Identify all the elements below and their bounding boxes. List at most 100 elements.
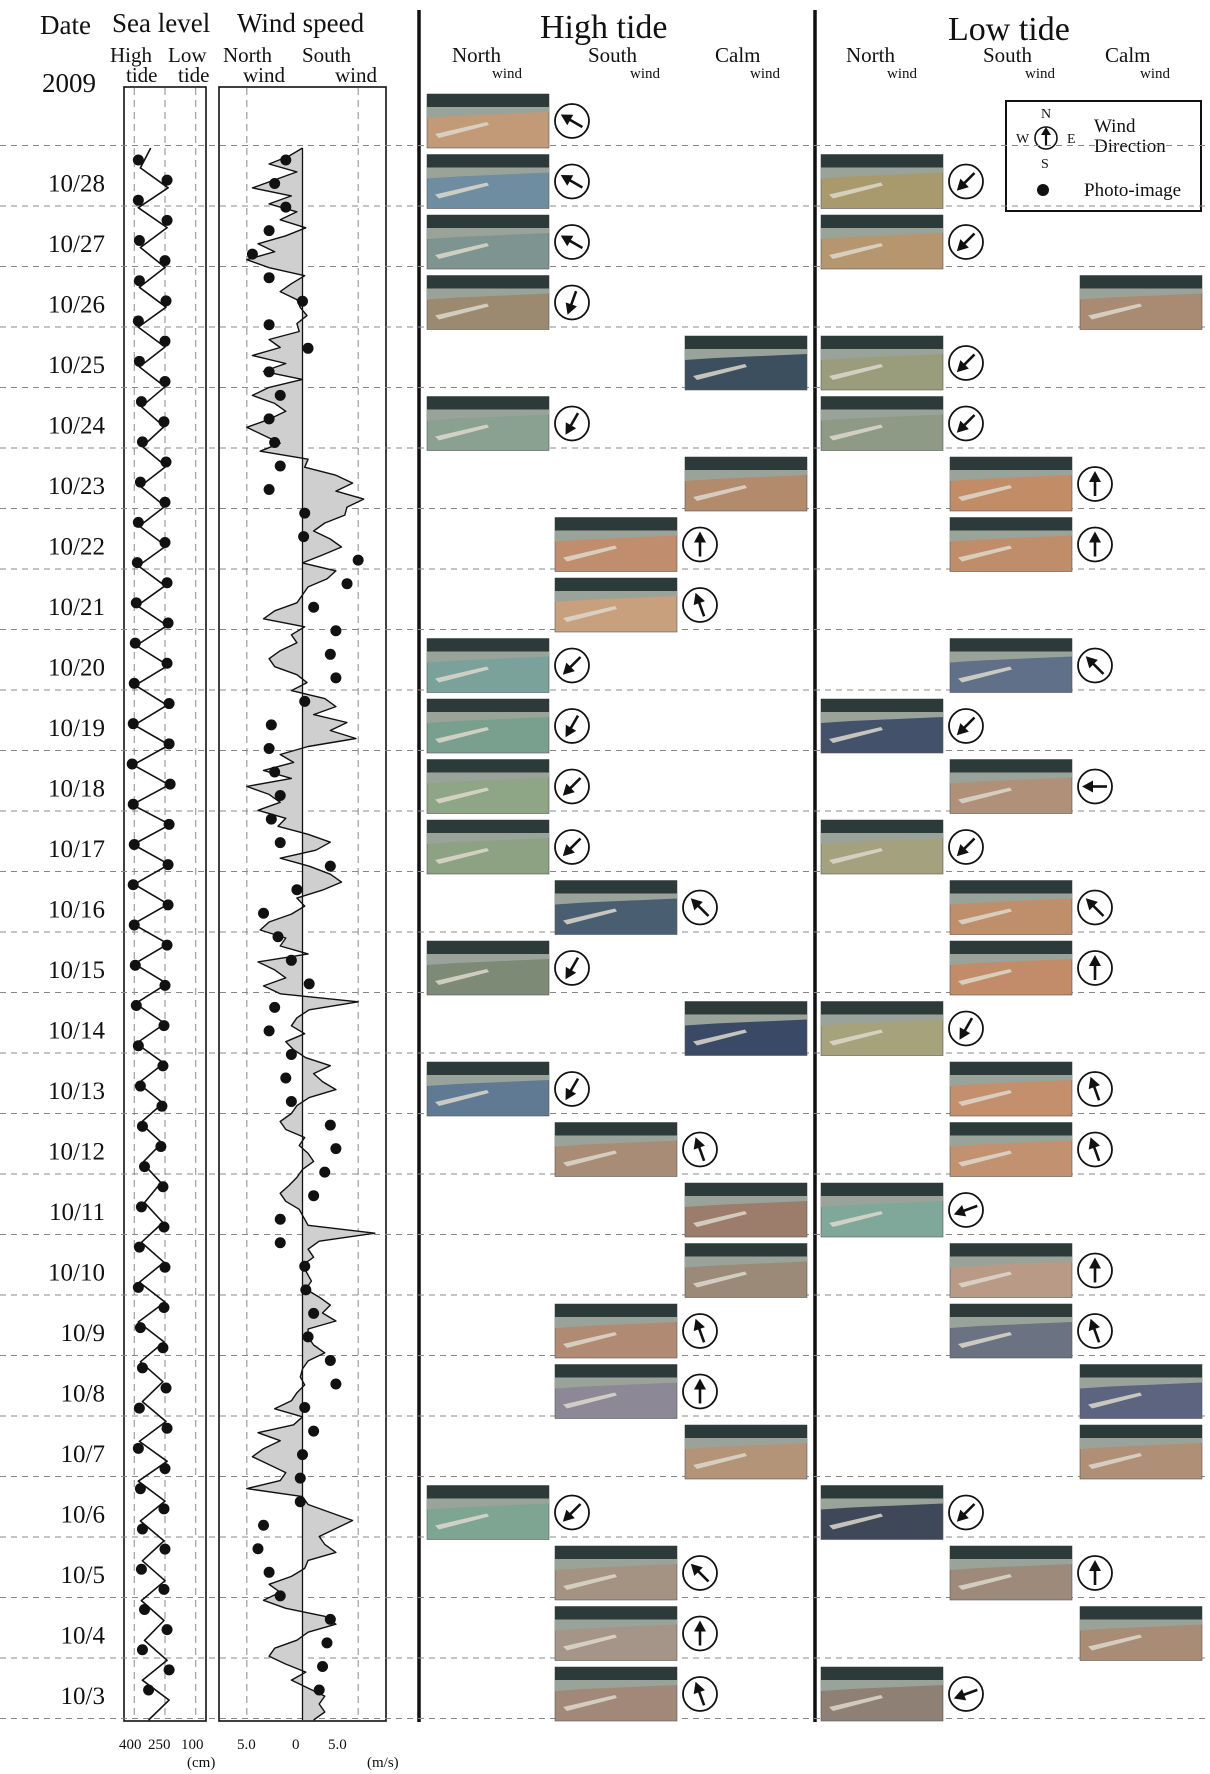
wind-photo-point: [300, 1284, 312, 1296]
sea-photo-point: [136, 1644, 148, 1656]
sea-photo-point: [160, 456, 172, 468]
date-label-row: 10/14: [48, 1018, 105, 1045]
high-tide-photo: [554, 880, 678, 935]
wind-photo-point: [285, 1096, 297, 1108]
sea-photo-point: [126, 758, 138, 770]
high-tide-section-title: High tide: [540, 9, 667, 46]
photo-grid: [426, 93, 1203, 1722]
compass-e: E: [1067, 132, 1076, 147]
wind-direction-arrow-icon: [554, 708, 590, 744]
wind-photo-point: [294, 1496, 306, 1508]
ht-calm-col-label: Calm: [715, 43, 761, 67]
low-tide-photo: [949, 456, 1073, 512]
sea-photo-point: [132, 516, 144, 528]
wind-photo-point: [263, 272, 275, 284]
sea-photo-point: [128, 919, 140, 931]
sea-photo-point: [158, 416, 170, 428]
sea-photo-point: [133, 1402, 145, 1414]
date-label-row: 10/22: [48, 534, 105, 561]
ht-calm-wind-word: wind: [750, 66, 781, 82]
date-label-row: 10/16: [48, 897, 105, 924]
date-label-row: 10/10: [48, 1260, 105, 1287]
wind-tick-north-5: 5.0: [237, 1737, 256, 1753]
sea-photo-point: [163, 1664, 175, 1676]
sea-photo-point: [133, 355, 145, 367]
wind-direction-arrow-icon: [948, 708, 984, 744]
date-label-row: 10/18: [48, 776, 105, 803]
sea-photo-point: [133, 235, 145, 247]
sea-photo-point: [129, 637, 141, 649]
lt-north-wind-word: wind: [887, 66, 918, 82]
wind-photo-point: [246, 248, 258, 260]
sea-photo-point: [157, 1181, 169, 1193]
sea-photo-point: [159, 979, 171, 991]
sea-photo-point: [134, 1322, 146, 1334]
sea-photo-point: [131, 557, 143, 569]
wind-direction-arrow-icon: [948, 345, 984, 381]
high-tide-photo: [426, 638, 550, 693]
high-tide-photo: [426, 698, 550, 754]
sea-tick-250: 250: [148, 1737, 171, 1753]
sea-photo-point: [163, 698, 175, 710]
wind-photo-point: [258, 907, 270, 919]
sea-level-title: Sea level: [112, 8, 210, 38]
low-tide-photo: [1079, 1424, 1203, 1480]
high-tide-photo: [684, 1001, 808, 1056]
sea-level-panel-frame: [123, 86, 207, 1722]
sea-photo-point: [133, 1241, 145, 1253]
wind-direction-arrow-icon: [682, 889, 718, 926]
sea-photo-point: [159, 496, 171, 508]
sea-photo-point: [136, 436, 148, 448]
wind-photo-point: [299, 1402, 311, 1414]
low-tide-photo: [949, 759, 1073, 814]
sea-photo-point: [135, 396, 147, 408]
wind-photo-point: [274, 790, 286, 802]
wind-photo-point: [285, 954, 297, 966]
date-label-row: 10/28: [48, 171, 105, 198]
wind-direction-arrow-icon: [554, 224, 590, 260]
sea-photo-point: [134, 1483, 146, 1495]
wind-direction-arrow-icon: [1077, 1555, 1113, 1591]
sea-photo-point: [157, 1342, 169, 1354]
high-tide-photo: [554, 1122, 678, 1177]
wind-photo-point: [291, 884, 303, 896]
wind-photo-point: [263, 225, 275, 237]
year-label: 2009: [42, 68, 96, 98]
date-label-row: 10/20: [48, 655, 105, 682]
sea-photo-point: [139, 1161, 150, 1173]
wind-direction-arrow-icon: [554, 1071, 590, 1107]
wind-photo-point: [299, 695, 311, 707]
wind-direction-arrow-icon: [948, 1192, 984, 1228]
date-label-row: 10/7: [61, 1441, 105, 1468]
wind-direction-arrow-icon: [682, 1615, 718, 1652]
sea-photo-point: [133, 275, 145, 287]
date-label-row: 10/25: [48, 352, 105, 379]
wind-direction-arrow-icon: [1077, 950, 1113, 986]
high-tide-photo: [426, 154, 550, 209]
sea-photo-point: [162, 859, 174, 871]
wind-photo-point: [299, 507, 311, 519]
low-tide-photo: [949, 940, 1073, 996]
low-tide-photo: [1079, 1606, 1203, 1661]
wind-speed-chart: [246, 147, 376, 1721]
low-tide-photo: [820, 698, 944, 754]
wind-photo-point: [341, 578, 353, 590]
date-label-row: 10/12: [48, 1139, 105, 1166]
date-label-row: 10/23: [48, 473, 105, 500]
south-wind-label-2: wind: [335, 63, 378, 87]
high-tide-photo: [554, 517, 678, 572]
low-tide-section-title: Low tide: [948, 11, 1070, 48]
low-tide-photo: [820, 335, 944, 391]
wind-direction-arrow-icon: [682, 526, 718, 563]
wind-photo-point: [297, 295, 308, 307]
low-tide-photo: [820, 1485, 944, 1540]
low-tide-photo: [820, 396, 944, 451]
high-tide-photo: [554, 1666, 678, 1722]
sea-photo-point: [164, 778, 176, 790]
wind-photo-point: [313, 1684, 325, 1696]
low-tide-photo: [820, 154, 944, 209]
wind-direction-arrow-icon: [1077, 768, 1113, 805]
sea-photo-point: [132, 315, 144, 327]
high-tide-photo: [426, 214, 550, 270]
high-tide-photo: [684, 456, 808, 512]
